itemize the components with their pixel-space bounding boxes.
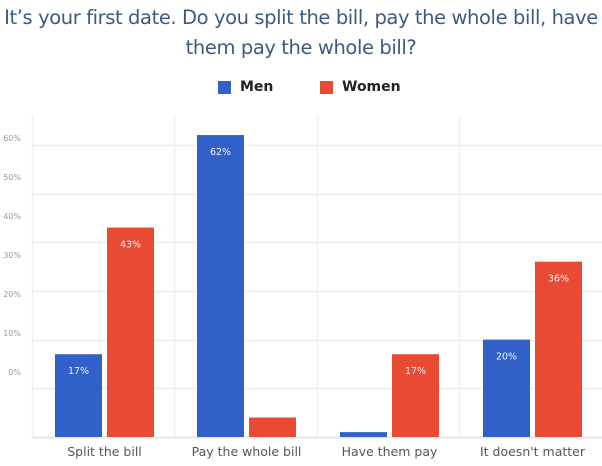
chart-title-line-1: It’s your first date. Do you split the b… <box>4 6 598 29</box>
chart-title: It’s your first date. Do you split the b… <box>0 3 602 63</box>
data-label: 36% <box>548 274 569 285</box>
bar-women <box>249 417 296 437</box>
bar-women <box>535 261 582 437</box>
y-tick-label: 10% <box>3 329 21 338</box>
legend-label-women: Women <box>342 79 401 95</box>
bar-women <box>392 354 439 437</box>
data-label: 62% <box>210 147 231 158</box>
bar-men <box>340 432 387 437</box>
x-tick-label: Pay the whole bill <box>192 444 302 459</box>
bar-men <box>197 135 244 437</box>
bar-women <box>107 227 154 437</box>
y-tick-label: 40% <box>3 212 21 221</box>
data-label: 17% <box>405 366 426 377</box>
y-tick-label: 30% <box>3 251 21 260</box>
data-label: 43% <box>120 240 141 251</box>
y-tick-label: 60% <box>3 134 21 143</box>
legend-label-men: Men <box>240 79 274 95</box>
legend: Men Women <box>0 79 602 99</box>
data-label: 20% <box>496 352 517 363</box>
bar-men <box>483 339 530 437</box>
bar-men <box>55 354 102 437</box>
chart-title-line-2: them pay the whole bill? <box>185 36 417 59</box>
x-tick-label: It doesn't matter <box>480 444 586 459</box>
legend-item-women[interactable]: Women <box>320 79 401 95</box>
y-tick-label: 20% <box>3 290 21 299</box>
x-tick-label: Split the bill <box>67 444 142 459</box>
data-label: 17% <box>68 366 89 377</box>
x-tick-label: Have them pay <box>342 444 438 459</box>
legend-item-men[interactable]: Men <box>218 79 273 95</box>
legend-swatch-men <box>218 80 231 94</box>
legend-swatch-women <box>320 80 333 94</box>
y-tick-label: 50% <box>3 173 21 182</box>
y-tick-label: 0% <box>8 368 21 377</box>
